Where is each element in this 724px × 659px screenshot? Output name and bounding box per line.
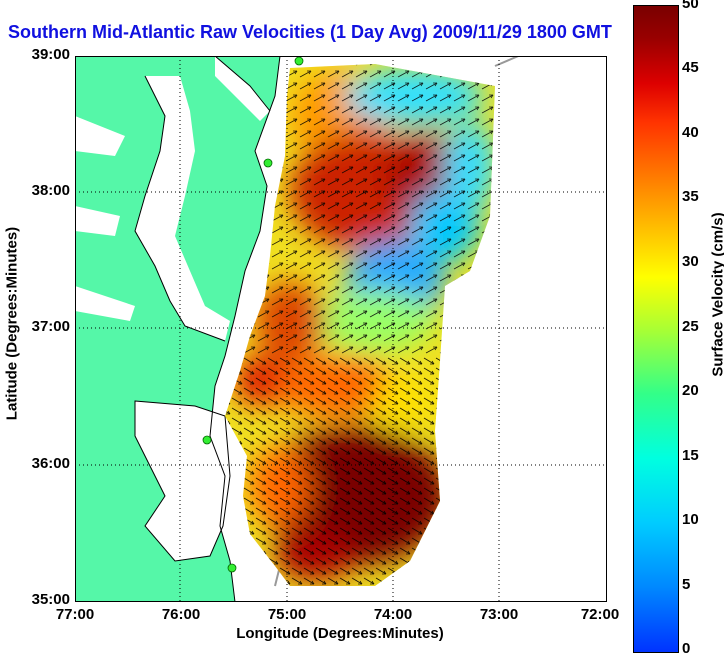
colorbar-tick: 20 [682, 382, 699, 399]
x-tick-label: 73:00 [479, 606, 519, 623]
colorbar-tick: 40 [682, 124, 699, 141]
y-tick-label: 39:00 [31, 46, 70, 63]
x-tick-label: 77:00 [55, 606, 95, 623]
colorbar-tick: 10 [682, 511, 699, 528]
x-tick-label: 72:00 [580, 606, 620, 623]
grid [75, 56, 607, 602]
colorbar-tick: 25 [682, 318, 699, 335]
colorbar-tick: 35 [682, 188, 699, 205]
colorbar-tick: 45 [682, 59, 699, 76]
x-tick-label: 74:00 [373, 606, 413, 623]
y-tick-label: 35:00 [31, 591, 70, 608]
y-tick-label: 38:00 [31, 182, 70, 199]
colorbar-tick: 5 [682, 576, 691, 593]
colorbar-label: Surface Velocity (cm/s) [709, 212, 724, 377]
y-tick-label: 36:00 [31, 455, 70, 472]
y-tick-label: 37:00 [31, 318, 70, 335]
x-tick-label: 76:00 [161, 606, 201, 623]
radar-stations [202, 56, 304, 573]
map-title: Southern Mid-Atlantic Raw Velocities (1 … [8, 22, 612, 42]
y-axis-label: Latitude (Degrees:Minutes) [3, 226, 21, 421]
colorbar-tick: 0 [682, 640, 691, 657]
coastline [134, 56, 281, 602]
map-canvas [75, 56, 607, 602]
colorbar-tick: 15 [682, 447, 699, 464]
colorbar-tick: 50 [682, 0, 699, 12]
x-tick-label: 75:00 [267, 606, 307, 623]
colorbar [633, 5, 679, 653]
x-axis-label: Longitude (Degrees:Minutes) [236, 625, 444, 642]
velocity-map [75, 56, 607, 602]
colorbar-tick: 30 [682, 253, 699, 270]
